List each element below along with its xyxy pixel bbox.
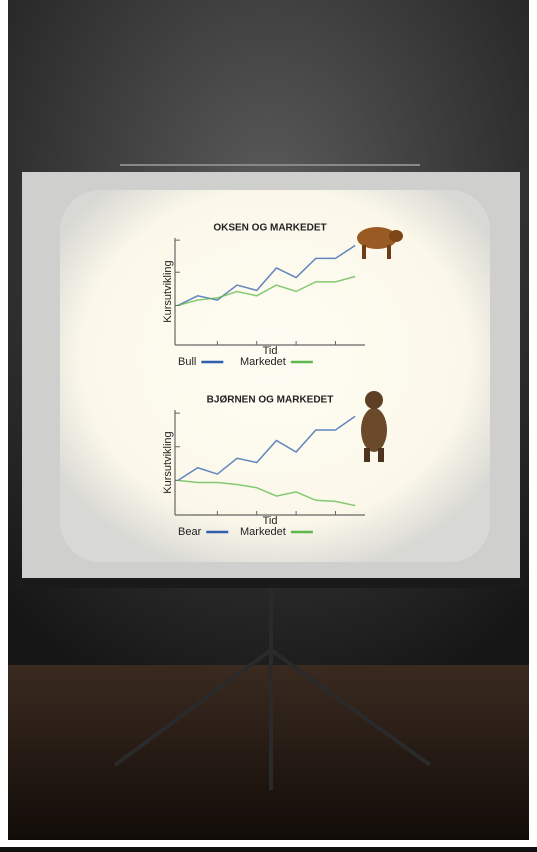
legend-label: Bull <box>178 356 196 368</box>
floor <box>8 665 529 840</box>
legend-label: Bear <box>178 526 202 538</box>
y-axis-label: Kursutvikling <box>162 431 174 493</box>
chart-title: BJØRNEN OG MARKEDET <box>207 395 334 406</box>
screen-bar <box>16 578 526 588</box>
y-axis-label: Kursutvikling <box>162 260 174 322</box>
scene: OKSEN OG MARKEDETKursutviklingTidBullMar… <box>0 0 537 847</box>
screen-light <box>60 190 490 562</box>
chart-title: OKSEN OG MARKEDET <box>213 223 326 234</box>
legend-label: Markedet <box>240 356 286 368</box>
legend-label: Markedet <box>240 526 286 538</box>
